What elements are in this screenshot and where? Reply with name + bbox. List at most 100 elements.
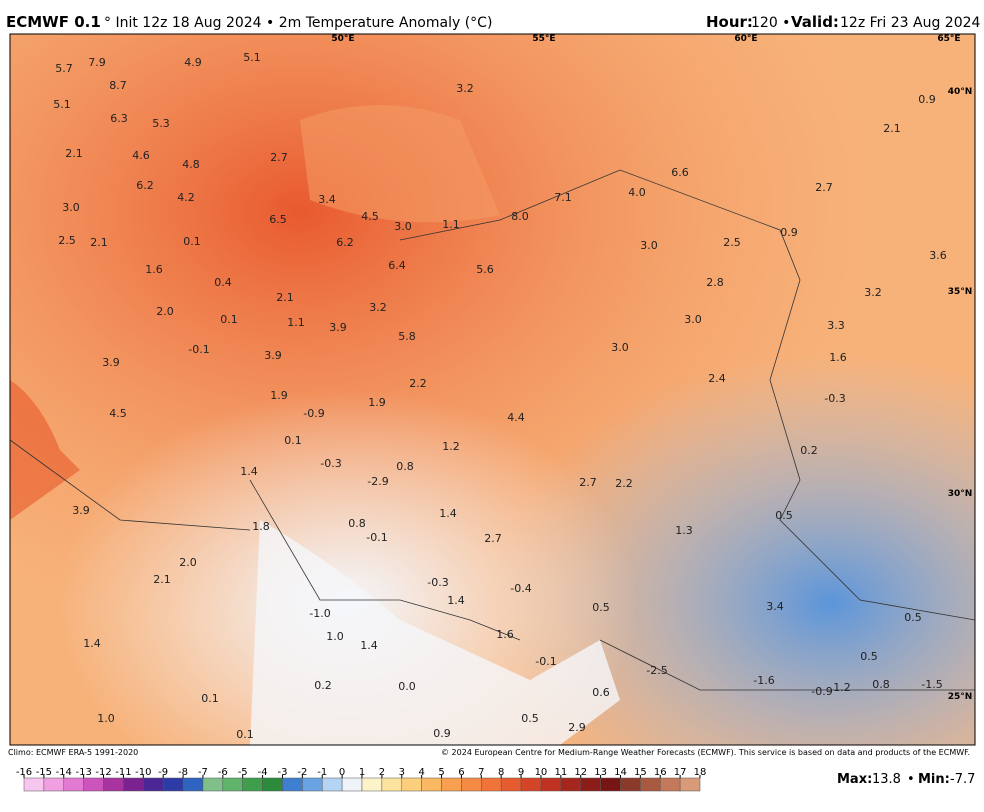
colorbar-swatch: [262, 777, 283, 792]
colorbar-swatch: [640, 777, 661, 792]
colorbar-label: 14: [614, 767, 627, 778]
point-value: 3.3: [827, 319, 845, 332]
colorbar-label: 4: [418, 767, 424, 778]
point-value: 3.0: [62, 201, 80, 214]
colorbar-label: -7: [198, 767, 208, 778]
point-value: 5.3: [152, 117, 170, 130]
colorbar-swatch: [341, 777, 363, 792]
point-value: 2.0: [156, 305, 174, 318]
lat-label: 40°N: [948, 87, 973, 97]
point-value: 3.6: [929, 249, 947, 262]
colorbar-label: 13: [594, 767, 607, 778]
colorbar-label: -9: [158, 767, 168, 778]
point-value: 2.4: [708, 372, 726, 385]
colorbar-swatch: [23, 777, 45, 792]
point-value: 3.9: [102, 356, 120, 369]
point-value: 8.0: [511, 210, 529, 223]
point-value: 0.1: [201, 692, 219, 705]
point-value: 0.9: [433, 727, 451, 740]
colorbar-label: -8: [178, 767, 188, 778]
point-value: 6.4: [388, 259, 406, 272]
point-value: 0.5: [775, 509, 793, 522]
point-value: 1.8: [252, 520, 270, 533]
colorbar-label: -5: [238, 767, 248, 778]
colorbar-label: -14: [56, 767, 72, 778]
point-value: 2.7: [484, 532, 502, 545]
valid-label: Valid:: [791, 13, 839, 31]
point-value: 5.1: [243, 51, 261, 64]
point-value: 7.1: [554, 191, 572, 204]
point-value: 0.9: [918, 93, 936, 106]
point-value: 1.0: [326, 630, 344, 643]
colorbar-label: 9: [518, 767, 524, 778]
colorbar-swatch: [361, 777, 383, 792]
point-value: 3.0: [611, 341, 629, 354]
colorbar-label: 2: [379, 767, 385, 778]
point-value: -0.1: [366, 531, 387, 544]
colorbar-label: -10: [135, 767, 151, 778]
valid: 12z Fri 23 Aug 2024: [840, 15, 981, 31]
colorbar-label: 12: [574, 767, 587, 778]
colorbar-label: 18: [694, 767, 707, 778]
colorbar-swatch: [679, 777, 701, 792]
colorbar-swatch: [162, 777, 184, 792]
point-value: 2.5: [58, 234, 76, 247]
colorbar-swatch: [103, 777, 124, 792]
colorbar-swatch: [520, 777, 542, 792]
point-value: 6.2: [136, 179, 154, 192]
subtitle: ° Init 12z 18 Aug 2024 • 2m Temperature …: [104, 15, 492, 31]
point-value: 5.7: [55, 62, 73, 75]
min-label: Min:: [918, 772, 950, 787]
point-value: -0.1: [535, 655, 556, 668]
colorbar-label: 15: [634, 767, 647, 778]
point-value: 5.8: [398, 330, 416, 343]
point-value: 6.2: [336, 236, 354, 249]
point-value: 4.2: [177, 191, 195, 204]
climo: Climo: ECMWF ERA-5 1991-2020: [8, 748, 138, 757]
colorbar-swatch: [500, 777, 522, 792]
colorbar-label: -3: [277, 767, 287, 778]
point-value: 1.9: [368, 396, 386, 409]
colorbar-swatch: [63, 777, 84, 792]
model: ECMWF 0.1: [6, 13, 101, 31]
caspian: [300, 105, 500, 223]
colorbar-swatch: [659, 777, 681, 792]
colorbar-label: 6: [458, 767, 464, 778]
credit: © 2024 European Centre for Medium-Range …: [441, 748, 970, 757]
point-value: 2.7: [270, 151, 288, 164]
point-value: 5.6: [476, 263, 494, 276]
point-value: 4.5: [361, 210, 379, 223]
point-value: 0.9: [780, 226, 798, 239]
point-value: 2.1: [153, 573, 171, 586]
point-value: 0.8: [396, 460, 414, 473]
colorbar-swatch: [441, 777, 462, 792]
border: [249, 479, 521, 641]
colorbar-label: 16: [654, 767, 667, 778]
point-value: 4.8: [182, 158, 200, 171]
point-value: 0.5: [860, 650, 878, 663]
colorbar-swatch: [123, 777, 144, 792]
point-value: 1.4: [83, 637, 101, 650]
point-value: 4.4: [507, 411, 525, 424]
colorbar-label: -4: [258, 767, 268, 778]
colorbar-swatch: [461, 777, 482, 792]
colorbar-label: 3: [399, 767, 405, 778]
point-value: 1.3: [675, 524, 693, 537]
colorbar-swatch: [321, 777, 343, 792]
point-value: -2.9: [367, 475, 388, 488]
coast: [599, 639, 975, 691]
colorbar-swatch: [302, 777, 323, 792]
point-value: 0.0: [398, 680, 416, 693]
map-shade: [10, 34, 975, 745]
colorbar-label: -6: [218, 767, 228, 778]
lon-label: 50°E: [331, 34, 354, 44]
colorbar-label: -12: [95, 767, 111, 778]
point-value: -0.4: [510, 582, 531, 595]
min: -7.7: [950, 772, 975, 787]
colorbar-swatch: [481, 777, 502, 792]
colorbar-swatch: [381, 777, 403, 792]
lat-label: 25°N: [948, 692, 973, 702]
point-value: -0.9: [303, 407, 324, 420]
gulf: [250, 520, 620, 745]
point-value: 1.6: [496, 628, 514, 641]
